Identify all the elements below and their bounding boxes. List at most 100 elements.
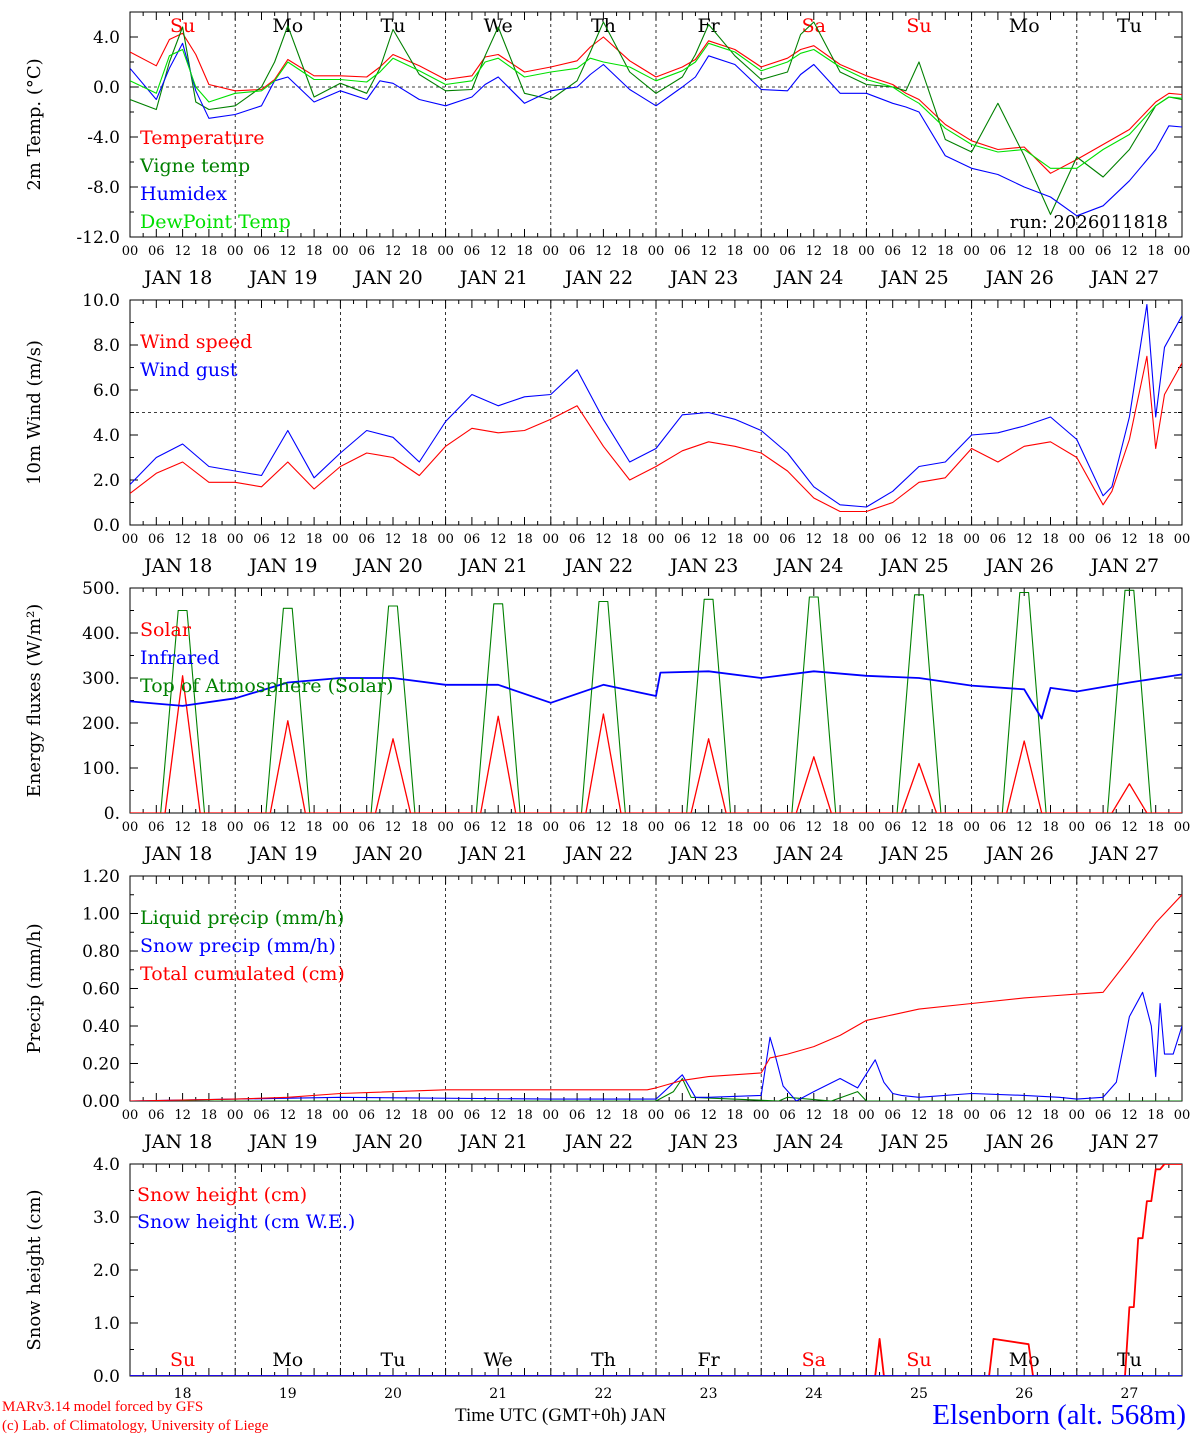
- day-number-label: 20: [384, 1386, 402, 1398]
- hour-tick-label: 12: [806, 820, 823, 835]
- hour-tick-label: 18: [1042, 1108, 1059, 1123]
- series-group: [130, 1164, 1182, 1376]
- hour-tick-label: 00: [1069, 244, 1086, 259]
- hour-tick-label: 18: [201, 1108, 218, 1123]
- hour-tick-label: 18: [516, 532, 533, 547]
- series-line-dewpoint-temp: [130, 42, 1182, 169]
- hour-tick-label: 12: [911, 532, 928, 547]
- hour-tick-label: 00: [753, 1108, 770, 1123]
- hour-tick-label: 06: [464, 820, 481, 835]
- hour-tick-label: 00: [753, 820, 770, 835]
- hour-tick-label: 00: [648, 820, 665, 835]
- hour-tick-label: 00: [1069, 532, 1086, 547]
- date-label: JAN 19: [247, 1131, 317, 1153]
- y-tick-label: 1.0: [93, 1314, 120, 1334]
- hour-tick-label: 06: [990, 244, 1007, 259]
- date-label: JAN 21: [458, 555, 528, 577]
- hour-tick-label: 06: [674, 532, 691, 547]
- series-line-snow-height-cm: [130, 1164, 1182, 1376]
- day-number-label: 25: [910, 1386, 928, 1398]
- hour-tick-label: 00: [648, 244, 665, 259]
- hour-tick-label: 06: [884, 532, 901, 547]
- y-tick-label: 2.0: [93, 471, 120, 491]
- series-line-top-of-atmosphere-solar: [130, 589, 1182, 813]
- date-label: JAN 18: [142, 843, 212, 865]
- hour-tick-label: 00: [437, 532, 454, 547]
- hour-tick-label: 00: [1174, 244, 1191, 259]
- series-group: [130, 894, 1182, 1101]
- panel-2: 10.0 8.0 6.0 4.0 2.0 0.0 10m Wind (m/s) 00 06 12 1…: [24, 291, 1190, 577]
- hour-tick-label: 12: [490, 244, 507, 259]
- model-credit: MARv3.14 model forced by GFS (c) Lab. of…: [2, 1398, 268, 1436]
- y-tick-label: 400.: [82, 624, 120, 644]
- hour-tick-label: 12: [911, 244, 928, 259]
- series-line-wind-speed: [130, 355, 1182, 513]
- hour-tick-label: 18: [621, 244, 638, 259]
- y-tick-label: 0.40: [82, 1017, 120, 1037]
- hour-tick-label: 00: [437, 1108, 454, 1123]
- hour-tick-label: 18: [1042, 244, 1059, 259]
- weekday-label: Sa: [802, 15, 826, 37]
- y-tick-label: 0.0: [93, 78, 120, 98]
- y-tick-label: 300.: [82, 669, 120, 689]
- hour-tick-label: 00: [122, 1108, 139, 1123]
- hour-tick-label: 18: [937, 1108, 954, 1123]
- hour-tick-label: 18: [1042, 532, 1059, 547]
- hour-tick-label: 06: [1095, 820, 1112, 835]
- hour-tick-label: 06: [884, 820, 901, 835]
- hour-tick-label: 00: [858, 244, 875, 259]
- hour-tick-label: 18: [832, 820, 849, 835]
- y-tick-label: 6.0: [93, 381, 120, 401]
- date-label: JAN 18: [142, 1131, 212, 1153]
- weekday-label: Sa: [802, 1349, 826, 1371]
- hour-tick-label: 18: [727, 532, 744, 547]
- date-label: JAN 26: [984, 555, 1054, 577]
- hour-tick-label: 12: [385, 244, 402, 259]
- hour-tick-label: 12: [1016, 532, 1033, 547]
- hour-tick-label: 06: [464, 244, 481, 259]
- hour-tick-label: 06: [253, 1108, 270, 1123]
- hour-tick-label: 00: [543, 1108, 560, 1123]
- hour-tick-label: 00: [332, 244, 349, 259]
- y-axis-title: Snow height (cm): [24, 1189, 45, 1350]
- hour-tick-label: 12: [806, 1108, 823, 1123]
- date-label: JAN 26: [984, 843, 1054, 865]
- date-label: JAN 19: [247, 555, 317, 577]
- hour-tick-label: 06: [569, 1108, 586, 1123]
- date-label: JAN 18: [142, 267, 212, 289]
- hour-tick-label: 00: [437, 820, 454, 835]
- date-label: JAN 25: [879, 267, 949, 289]
- hour-tick-label: 12: [385, 820, 402, 835]
- hour-tick-label: 06: [148, 532, 165, 547]
- date-label: JAN 24: [773, 267, 843, 289]
- hour-tick-label: 12: [174, 820, 191, 835]
- hour-tick-label: 12: [1121, 1108, 1138, 1123]
- hour-tick-label: 00: [963, 1108, 980, 1123]
- series-line-wind-gust: [130, 303, 1182, 508]
- day-number-label: 27: [1120, 1386, 1138, 1398]
- hour-tick-label: 18: [937, 244, 954, 259]
- y-tick-label: 1.00: [82, 905, 120, 925]
- hour-tick-label: 06: [358, 532, 375, 547]
- y-tick-label: 1.20: [82, 867, 120, 887]
- date-label: JAN 27: [1089, 555, 1159, 577]
- day-number-label: 26: [1015, 1386, 1033, 1398]
- date-label: JAN 26: [984, 267, 1054, 289]
- y-tick-label: -8.0: [87, 178, 120, 198]
- hour-tick-label: 12: [280, 244, 297, 259]
- hour-tick-label: 12: [700, 244, 717, 259]
- date-label: JAN 19: [247, 843, 317, 865]
- hour-tick-label: 06: [779, 532, 796, 547]
- date-label: JAN 25: [879, 843, 949, 865]
- date-label: JAN 23: [668, 267, 738, 289]
- date-label: JAN 21: [458, 267, 528, 289]
- hour-tick-label: 00: [122, 820, 139, 835]
- hour-tick-label: 00: [648, 1108, 665, 1123]
- series-line-vigne-temp: [130, 21, 1182, 216]
- legend-entry: Infrared: [140, 647, 220, 669]
- hour-tick-label: 06: [1095, 244, 1112, 259]
- hour-tick-label: 00: [963, 244, 980, 259]
- hour-tick-label: 18: [306, 532, 323, 547]
- hour-tick-label: 06: [253, 820, 270, 835]
- weekday-label: Su: [170, 1349, 195, 1371]
